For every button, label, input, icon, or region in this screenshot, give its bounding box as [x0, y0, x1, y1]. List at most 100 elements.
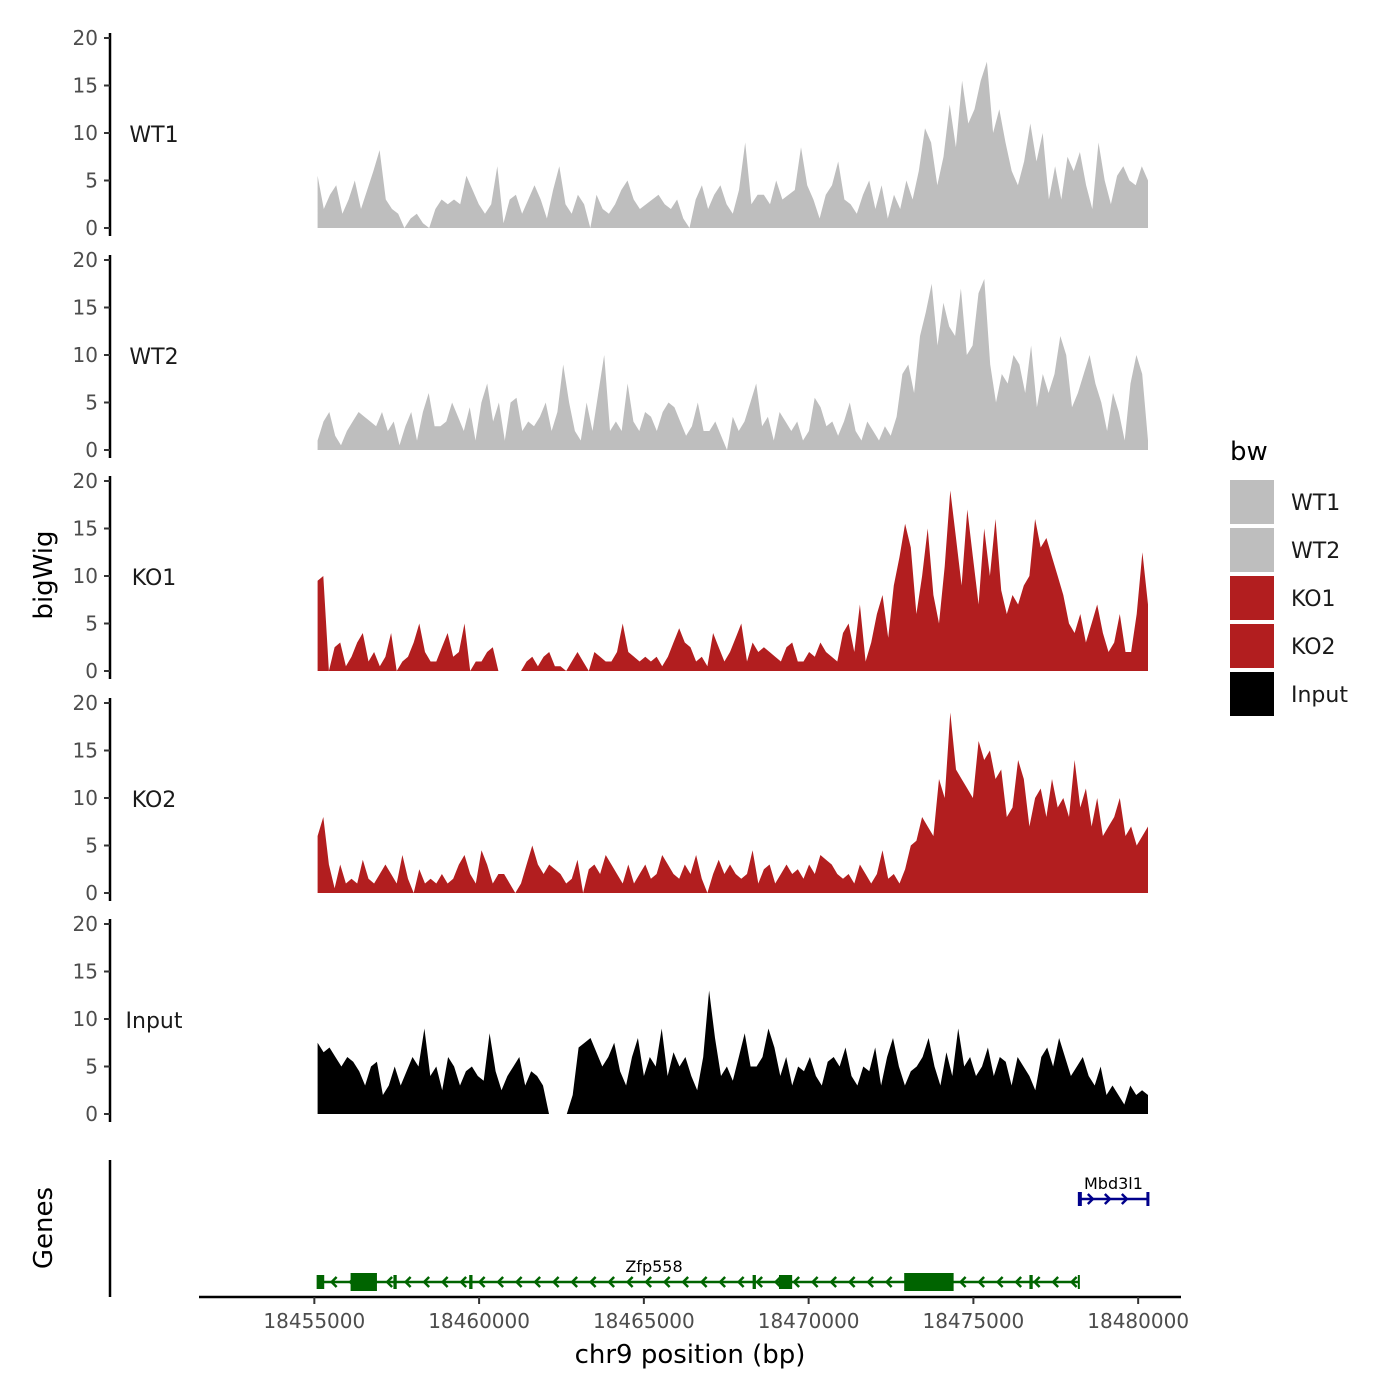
exon	[393, 1275, 397, 1289]
y-tick-label: 5	[85, 391, 98, 415]
strand-arrow	[1014, 1276, 1023, 1288]
strand-arrow	[977, 1276, 986, 1288]
strand-arrow	[607, 1276, 616, 1288]
y-tick-label: 0	[85, 659, 98, 683]
exon	[752, 1275, 756, 1289]
coverage-area-input	[317, 990, 1149, 1114]
strand-arrow	[514, 1276, 523, 1288]
y-tick-label: 20	[73, 912, 98, 936]
track-label: KO2	[132, 788, 177, 813]
y-tick-label: 5	[85, 1055, 98, 1079]
coverage-area-ko2	[317, 712, 1149, 893]
legend-label-ko2: KO2	[1291, 635, 1336, 660]
gene-label: Mbd3l1	[1084, 1174, 1143, 1193]
strand-arrow	[1086, 1193, 1095, 1205]
strand-arrow	[995, 1276, 1004, 1288]
y-tick-label: 20	[73, 469, 98, 493]
strand-arrow	[1051, 1276, 1060, 1288]
x-tick-label: 18460000	[428, 1309, 530, 1333]
y-tick-label: 20	[73, 248, 98, 272]
gene-label: Zfp558	[625, 1257, 682, 1276]
exon	[317, 1275, 325, 1289]
strand-arrow	[755, 1276, 764, 1288]
strand-arrow	[459, 1276, 468, 1288]
y-tick-label: 5	[85, 834, 98, 858]
exon	[1146, 1192, 1150, 1206]
track-label: KO1	[132, 566, 177, 591]
strand-arrow	[736, 1276, 745, 1288]
y-tick-label: 10	[73, 121, 98, 145]
strand-arrow	[477, 1276, 486, 1288]
y-tick-label: 5	[85, 169, 98, 193]
y-tick-label: 5	[85, 612, 98, 636]
y-tick-label: 0	[85, 216, 98, 240]
y-tick-label: 10	[73, 1007, 98, 1031]
strand-arrow	[440, 1276, 449, 1288]
bigwig-tracks: 0 5 10 15 20 WT1 0 5 10 15 20 WT2 0 5 10 15 20 KO1 0 5 10 15 2…	[73, 26, 1149, 1126]
strand-arrow	[422, 1276, 431, 1288]
strand-arrow	[385, 1276, 394, 1288]
x-tick-label: 18470000	[758, 1309, 860, 1333]
strand-arrow	[1120, 1193, 1129, 1205]
legend-label-ko1: KO1	[1291, 587, 1336, 612]
strand-arrow	[329, 1276, 338, 1288]
y-tick-label: 20	[73, 26, 98, 50]
strand-arrow	[866, 1276, 875, 1288]
y-tick-label: 0	[85, 1102, 98, 1126]
strand-arrow	[644, 1276, 653, 1288]
y-tick-label: 15	[73, 296, 98, 320]
x-tick-label: 18455000	[263, 1309, 365, 1333]
exon	[350, 1273, 377, 1291]
y-tick-label: 10	[73, 564, 98, 588]
exon	[904, 1273, 954, 1291]
legend-swatch-ko1	[1230, 576, 1274, 620]
strand-arrow	[570, 1276, 579, 1288]
strand-arrow	[847, 1276, 856, 1288]
x-tick-label: 18480000	[1087, 1309, 1189, 1333]
y-axis-title: bigWig	[29, 530, 59, 619]
genes-panel: Zfp558 Mbd3l1	[108, 1160, 1150, 1297]
strand-arrow	[1103, 1193, 1112, 1205]
strand-arrow	[829, 1276, 838, 1288]
x-axis-title: chr9 position (bp)	[575, 1340, 806, 1370]
strand-arrow	[699, 1276, 708, 1288]
track-ko2: 0 5 10 15 20 KO2	[73, 691, 1149, 905]
strand-arrow	[792, 1276, 801, 1288]
strand-arrow	[588, 1276, 597, 1288]
y-tick-label: 15	[73, 517, 98, 541]
strand-arrow	[662, 1276, 671, 1288]
exon	[1078, 1192, 1082, 1206]
exon	[1029, 1275, 1033, 1289]
strand-arrow	[884, 1276, 893, 1288]
legend-label-wt2: WT2	[1291, 539, 1340, 564]
strand-arrow	[958, 1276, 967, 1288]
track-input: 0 5 10 15 20 Input	[73, 912, 1149, 1126]
coverage-area-wt2	[317, 279, 1149, 450]
legend-swatch-ko2	[1230, 624, 1274, 668]
strand-arrow	[403, 1276, 412, 1288]
y-tick-label: 10	[73, 343, 98, 367]
coverage-area-ko1	[317, 490, 1149, 671]
y-tick-label: 15	[73, 74, 98, 98]
track-label: Input	[126, 1009, 183, 1034]
x-tick-label: 18465000	[593, 1309, 695, 1333]
track-label: WT2	[129, 345, 178, 370]
strand-arrow	[718, 1276, 727, 1288]
legend-label-wt1: WT1	[1291, 491, 1340, 516]
legend: bw WT1 WT2 KO1 KO2 Input	[1230, 437, 1348, 716]
x-axis: 18455000 18460000 18465000 18470000 18475000…	[199, 1295, 1189, 1333]
exon	[778, 1275, 793, 1289]
strand-arrow	[810, 1276, 819, 1288]
gene-zfp558: Zfp558	[316, 1257, 1080, 1291]
y-tick-label: 0	[85, 881, 98, 905]
strand-arrow	[533, 1276, 542, 1288]
y-tick-label: 0	[85, 438, 98, 462]
track-wt1: 0 5 10 15 20 WT1	[73, 26, 1149, 240]
legend-label-input: Input	[1291, 683, 1348, 708]
y-tick-label: 15	[73, 960, 98, 984]
legend-swatch-wt1	[1230, 480, 1274, 524]
strand-arrow	[1069, 1276, 1078, 1288]
x-tick-label: 18475000	[922, 1309, 1024, 1333]
y-tick-label: 15	[73, 739, 98, 763]
